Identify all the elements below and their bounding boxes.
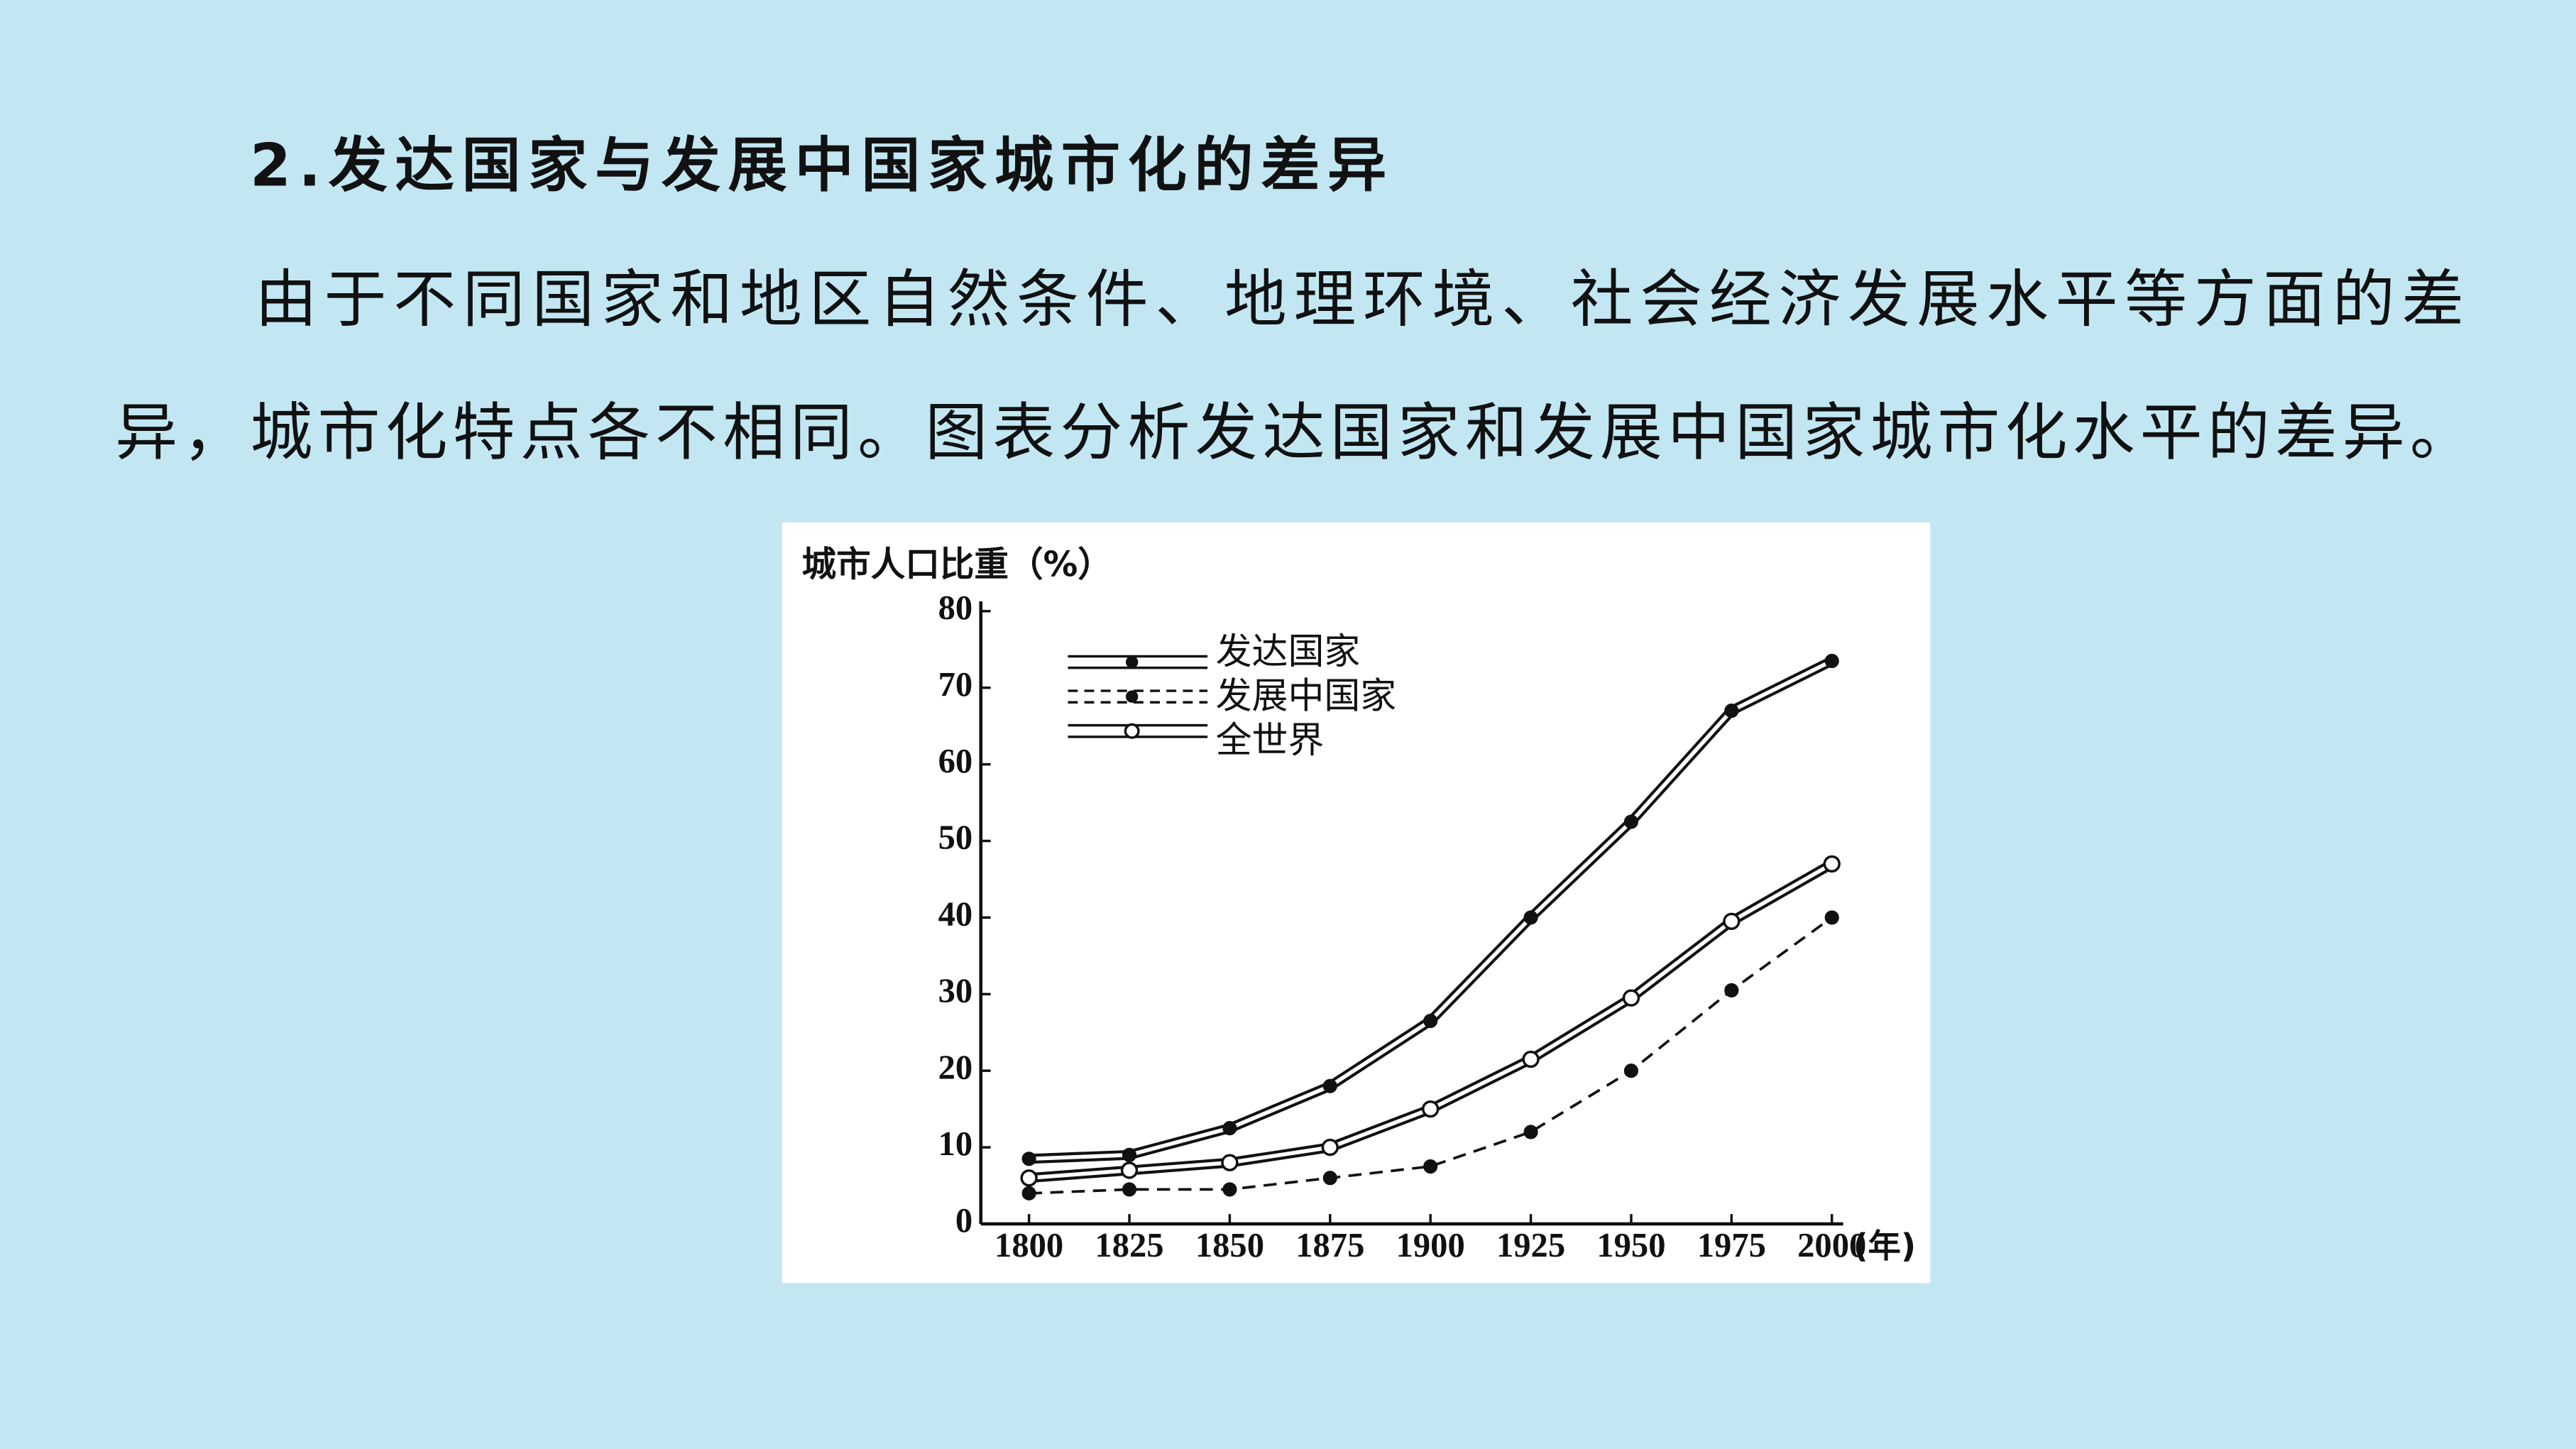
legend-marker (1125, 655, 1139, 669)
x-tick-label: 1800 (994, 1226, 1063, 1264)
x-tick-label: 1850 (1195, 1226, 1264, 1264)
heading: 2.发达国家与发展中国家城市化的差异 (250, 131, 1386, 199)
series-marker (1021, 1186, 1036, 1201)
y-tick-label: 20 (938, 1048, 973, 1086)
series-marker (1724, 704, 1739, 718)
x-tick-label: 1975 (1697, 1226, 1766, 1264)
series-marker (1523, 910, 1538, 925)
series-line (1029, 916, 1833, 1195)
series-marker (1021, 1152, 1036, 1166)
y-tick-label: 10 (938, 1125, 973, 1163)
series-marker (1824, 910, 1839, 925)
series-marker (1623, 814, 1639, 829)
series-marker (1322, 1078, 1337, 1093)
y-tick-label: 40 (938, 895, 973, 934)
series-marker (1423, 1013, 1438, 1029)
x-tick-label: 1925 (1496, 1226, 1565, 1264)
y-tick-label: 60 (938, 742, 973, 780)
x-tick-label: 1950 (1596, 1226, 1665, 1264)
series-marker (1724, 983, 1739, 997)
x-tick-label: 1875 (1295, 1226, 1364, 1264)
legend-marker (1125, 690, 1139, 703)
series-marker (1222, 1121, 1237, 1136)
y-tick-label: 50 (938, 819, 973, 857)
legend-marker (1124, 723, 1140, 739)
x-tick-label: 1825 (1095, 1226, 1163, 1264)
y-tick-label: 80 (938, 589, 973, 627)
x-axis-unit: (年) (1853, 1227, 1917, 1265)
y-tick-label: 30 (938, 971, 973, 1010)
series-marker (1122, 1147, 1137, 1162)
series-marker (1522, 1050, 1540, 1068)
series-marker (1222, 1182, 1237, 1197)
y-axis-label: 城市人口比重（%） (802, 545, 1112, 584)
x-tick-label: 2000 (1797, 1226, 1866, 1264)
series-marker (1523, 1125, 1538, 1139)
series-marker (1221, 1154, 1239, 1171)
legend-label: 发达国家 (1216, 631, 1361, 673)
chart-panel (782, 522, 1931, 1284)
series-marker (1422, 1100, 1440, 1118)
series-marker (1623, 1063, 1639, 1078)
series-marker (1020, 1169, 1038, 1187)
series-marker (1622, 989, 1640, 1007)
series-marker (1723, 912, 1741, 930)
paragraph-line: 异，城市化特点各不相同。图表分析发达国家和发展中国家城市化水平的差异。 (115, 395, 2472, 469)
series-marker (1120, 1161, 1139, 1179)
y-tick-label: 0 (955, 1201, 972, 1240)
series-marker (1823, 855, 1841, 873)
x-tick-label: 1900 (1396, 1226, 1465, 1264)
legend-label: 发展中国家 (1216, 675, 1396, 717)
series-marker (1122, 1182, 1137, 1197)
series-marker (1824, 653, 1839, 669)
plot: 0 10 20 30 40 50 60 70 80 1800 1825 1850 1875 1900 192… (938, 589, 1867, 1264)
legend-label: 全世界 (1216, 720, 1325, 762)
y-tick-label: 70 (938, 665, 973, 704)
series-marker (1423, 1159, 1438, 1174)
series-marker (1321, 1138, 1339, 1157)
series-marker (1322, 1171, 1337, 1186)
